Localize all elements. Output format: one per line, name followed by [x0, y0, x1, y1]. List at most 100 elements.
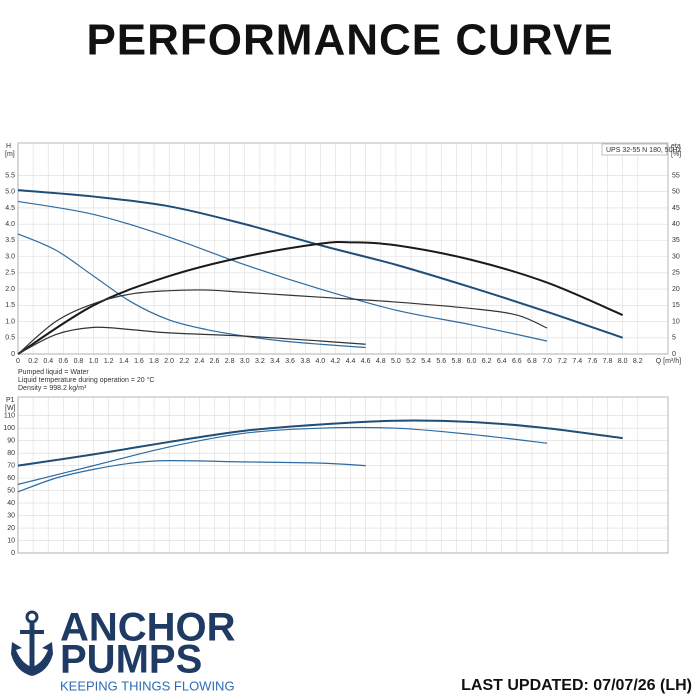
x-tick-label: 2.8: [225, 358, 235, 365]
y-tick-label: 2.5: [5, 270, 15, 277]
y-tick-label: 3.5: [5, 237, 15, 244]
y-tick-label: 3.0: [5, 253, 15, 260]
y-axis-label: P1: [6, 397, 15, 404]
y-tick-label: 4.5: [5, 205, 15, 212]
y-tick-label: 70: [7, 462, 15, 469]
x-axis-label: Q [m³/h]: [656, 358, 681, 365]
x-tick-label: 0.8: [74, 358, 84, 365]
x-tick-label: 6.4: [497, 358, 507, 365]
x-tick-label: 4.8: [376, 358, 386, 365]
x-tick-label: 1.0: [89, 358, 99, 365]
note: Liquid temperature during operation = 20…: [18, 376, 154, 384]
y2-tick-label: 25: [672, 270, 680, 277]
x-tick-label: 2.6: [210, 358, 220, 365]
curve: [17, 460, 366, 493]
curve: [17, 200, 548, 342]
y-tick-label: 4.0: [5, 221, 15, 228]
y2-tick-label: 50: [672, 189, 680, 196]
x-tick-label: 6.8: [527, 358, 537, 365]
x-tick-label: 4.0: [315, 358, 325, 365]
y2-axis-unit: [%]: [671, 151, 681, 158]
note: Pumped liquid = Water: [18, 369, 89, 376]
y-tick-label: 1.5: [5, 302, 15, 309]
page-title: PERFORMANCE CURVE: [86, 16, 613, 65]
y-tick-label: 20: [7, 525, 15, 532]
note: Density = 998.2 kg/m³: [18, 385, 87, 392]
x-tick-label: 3.6: [285, 358, 295, 365]
brand-top: ANCHOR: [60, 606, 236, 650]
plot-frame: [17, 396, 669, 554]
y-tick-label: 10: [7, 537, 15, 544]
curve: [17, 289, 548, 355]
y-tick-label: 40: [7, 500, 15, 507]
x-tick-label: 0: [16, 358, 20, 365]
x-tick-label: 1.4: [119, 358, 129, 365]
y-tick-label: 60: [7, 475, 15, 482]
y-tick-label: 90: [7, 438, 15, 445]
x-tick-label: 4.2: [331, 358, 341, 365]
y2-tick-label: 45: [672, 205, 680, 212]
x-tick-label: 7.4: [572, 358, 582, 365]
annotation-box: [601, 143, 668, 156]
y2-tick-label: 20: [672, 286, 680, 293]
x-tick-label: 7.0: [542, 358, 552, 365]
y2-tick-label: 15: [672, 302, 680, 309]
y-axis-unit: [W]: [5, 405, 16, 412]
last-updated: LAST UPDATED: 07/07/26 (LH): [461, 677, 692, 694]
slogan: KEEPING THINGS FLOWING: [60, 678, 235, 693]
x-tick-label: 7.8: [603, 358, 613, 365]
curve: [17, 240, 624, 355]
logo-icon: [11, 610, 53, 676]
x-tick-label: 5.2: [406, 358, 416, 365]
x-tick-label: 4.4: [346, 358, 356, 365]
y-tick-label: 5.0: [5, 189, 15, 196]
x-tick-label: 8.2: [633, 358, 643, 365]
y-tick-label: 30: [7, 512, 15, 519]
y2-tick-label: 5: [672, 335, 676, 342]
x-tick-label: 5.0: [391, 358, 401, 365]
y-axis-unit: [m]: [5, 151, 15, 158]
x-tick-label: 1.6: [134, 358, 144, 365]
curve: [17, 189, 623, 339]
y-tick-label: 5.5: [5, 172, 15, 179]
x-tick-label: 7.2: [557, 358, 567, 365]
x-tick-label: 3.0: [240, 358, 250, 365]
x-tick-label: 0.4: [43, 358, 53, 365]
y2-tick-label: 10: [672, 318, 680, 325]
x-tick-label: 5.6: [436, 358, 446, 365]
y-tick-label: 50: [7, 487, 15, 494]
y2-tick-label: 35: [672, 237, 680, 244]
x-tick-label: 5.4: [421, 358, 431, 365]
y-tick-label: 80: [7, 450, 15, 457]
x-tick-label: 3.8: [300, 358, 310, 365]
x-tick-label: 2.2: [179, 358, 189, 365]
x-tick-label: 0.2: [28, 358, 38, 365]
y-tick-label: 1.0: [5, 318, 15, 325]
x-tick-label: 2.0: [164, 358, 174, 365]
annotation: UPS 32-55 N 180, 50Hz: [606, 147, 682, 154]
brand-bottom: PUMPS: [60, 638, 202, 682]
x-tick-label: 3.2: [255, 358, 265, 365]
x-tick-label: 6.2: [482, 358, 492, 365]
x-tick-label: 0.6: [58, 358, 68, 365]
curve: [17, 419, 623, 467]
x-tick-label: 6.6: [512, 358, 522, 365]
y-tick-label: 0: [11, 550, 15, 557]
y2-tick-label: 55: [672, 172, 680, 179]
curve: [17, 326, 366, 355]
x-tick-label: 3.4: [270, 358, 280, 365]
y-tick-label: 0: [11, 351, 15, 358]
x-tick-label: 5.8: [452, 358, 462, 365]
y-tick-label: 2.0: [5, 286, 15, 293]
y2-tick-label: 0: [672, 351, 676, 358]
x-tick-label: 6.0: [467, 358, 477, 365]
y2-tick-label: 30: [672, 253, 680, 260]
curve: [17, 233, 366, 349]
y-tick-label: 100: [3, 425, 15, 432]
x-tick-label: 4.6: [361, 358, 371, 365]
x-tick-label: 8.0: [618, 358, 628, 365]
y-tick-label: 0.5: [5, 335, 15, 342]
y2-axis-label: eta: [671, 143, 681, 150]
y-axis-label: H: [6, 143, 11, 150]
